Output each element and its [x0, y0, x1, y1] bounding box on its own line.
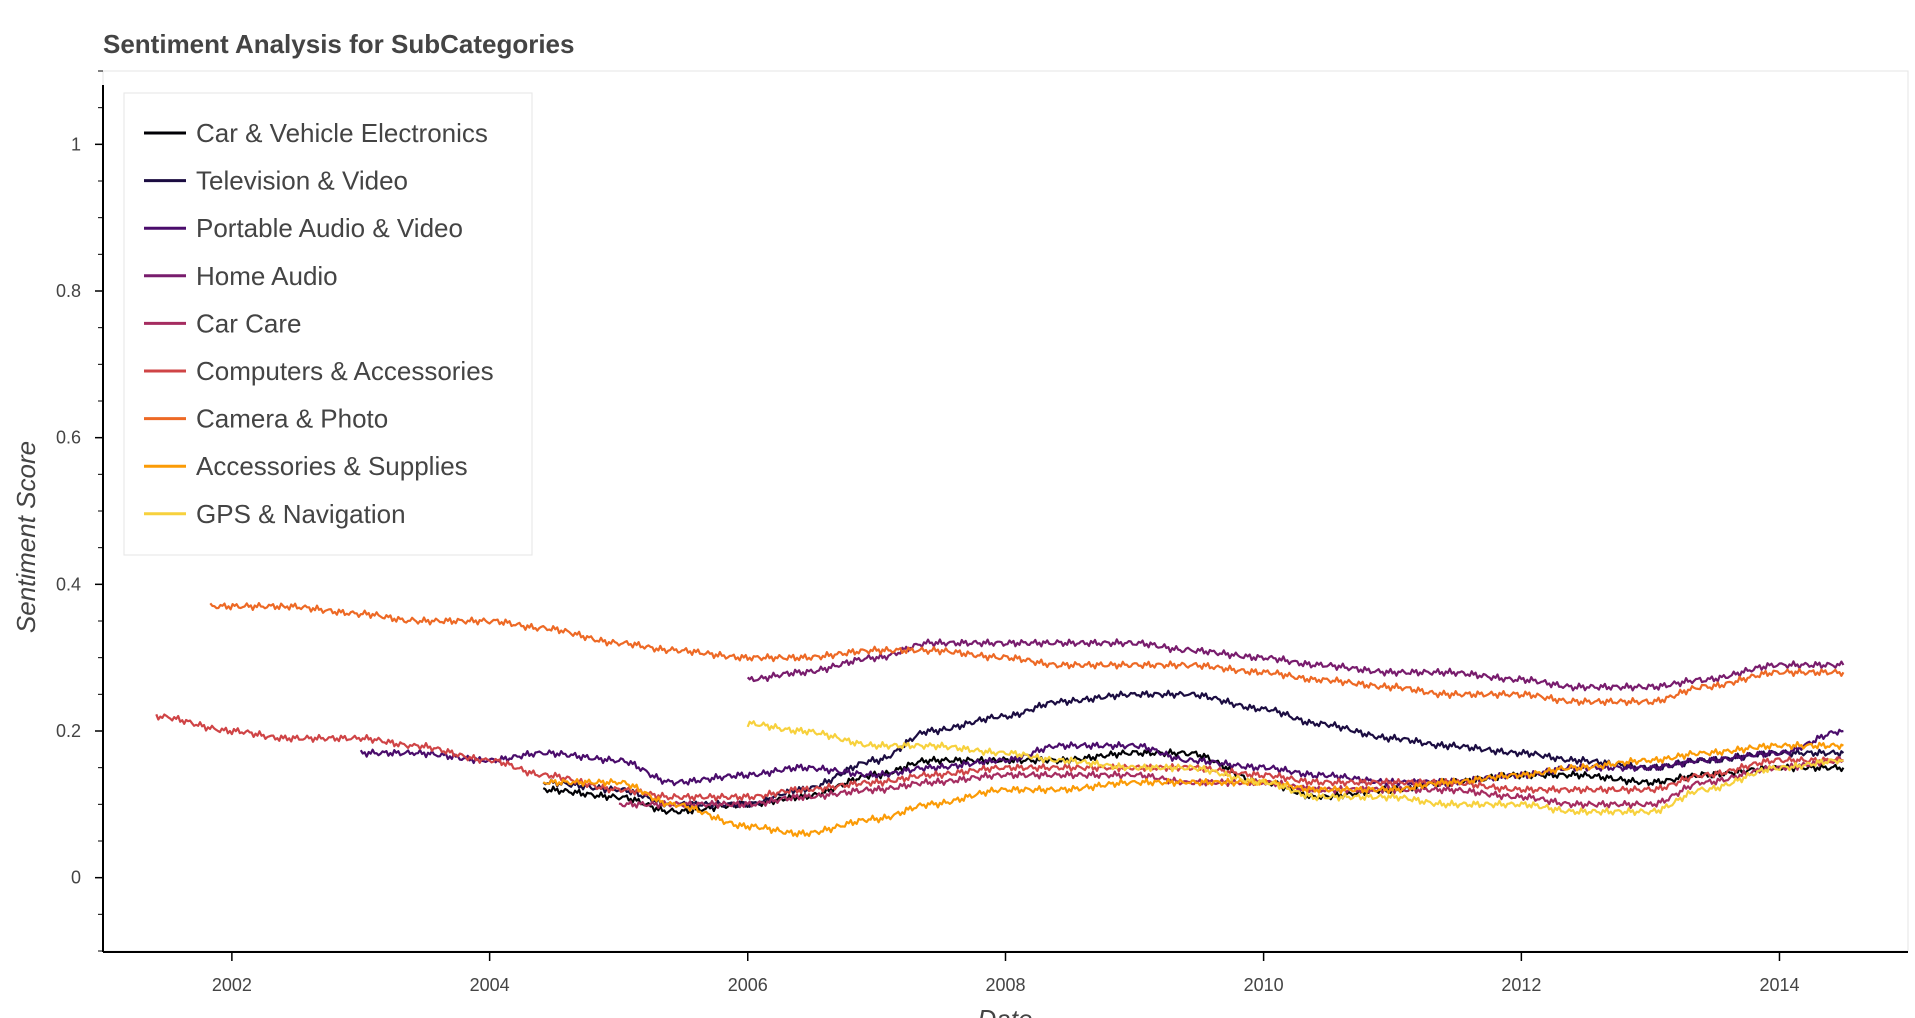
legend-label: Television & Video [196, 166, 408, 196]
y-tick-label: 0 [71, 868, 81, 888]
y-ticks: 0 0.2 0.4 0.6 0.8 1 [56, 70, 103, 952]
legend: Car & Vehicle Electronics Television & Vi… [123, 92, 533, 556]
x-tick-label: 2004 [470, 975, 510, 995]
series-line [746, 638, 1845, 692]
legend-box [123, 92, 533, 556]
x-axis-label: Date [978, 1004, 1033, 1018]
y-tick-label: 1 [71, 134, 81, 154]
legend-label: Car & Vehicle Electronics [196, 118, 488, 148]
x-tick-label: 2008 [985, 975, 1025, 995]
x-tick-label: 2012 [1501, 975, 1541, 995]
series-line [155, 713, 1844, 802]
legend-label: Camera & Photo [196, 404, 388, 434]
x-tick-label: 2014 [1759, 975, 1799, 995]
y-axis-label: Sentiment Score [11, 441, 41, 633]
series-line [746, 720, 1844, 816]
x-tick-label: 2010 [1244, 975, 1284, 995]
x-ticks: 2002 2004 2006 2008 2010 2012 2014 [212, 952, 1799, 995]
series-line [542, 689, 1845, 809]
y-tick-label: 0.4 [56, 574, 81, 594]
legend-label: Accessories & Supplies [196, 451, 468, 481]
x-tick-label: 2002 [212, 975, 252, 995]
series-line [209, 602, 1845, 707]
legend-label: Home Audio [196, 261, 338, 291]
y-tick-label: 0.8 [56, 281, 81, 301]
legend-label: Car Care [196, 308, 301, 338]
y-tick-label: 0.6 [56, 428, 81, 448]
x-tick-label: 2006 [728, 975, 768, 995]
legend-label: Computers & Accessories [196, 356, 494, 386]
series-lines [155, 602, 1845, 838]
y-tick-label: 0.2 [56, 721, 81, 741]
legend-label: GPS & Navigation [196, 499, 406, 529]
series-line [542, 741, 1844, 838]
chart-title: Sentiment Analysis for SubCategories [103, 29, 574, 59]
series-line [359, 728, 1844, 787]
legend-label: Portable Audio & Video [196, 213, 463, 243]
